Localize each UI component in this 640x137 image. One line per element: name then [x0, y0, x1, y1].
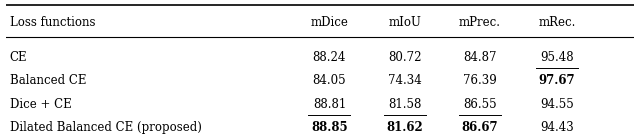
Text: 86.55: 86.55 — [463, 98, 497, 111]
Text: 88.85: 88.85 — [311, 121, 348, 134]
Text: mDice: mDice — [310, 16, 348, 29]
Text: Loss functions: Loss functions — [10, 16, 95, 29]
Text: 81.58: 81.58 — [388, 98, 421, 111]
Text: CE: CE — [10, 51, 27, 64]
Text: 81.62: 81.62 — [387, 121, 423, 134]
Text: mPrec.: mPrec. — [459, 16, 501, 29]
Text: 76.39: 76.39 — [463, 74, 497, 87]
Text: Dilated Balanced CE (proposed): Dilated Balanced CE (proposed) — [10, 121, 202, 134]
Text: 95.48: 95.48 — [540, 51, 574, 64]
Text: Dice + CE: Dice + CE — [10, 98, 71, 111]
Text: 94.55: 94.55 — [540, 98, 574, 111]
Text: Balanced CE: Balanced CE — [10, 74, 86, 87]
Text: mRec.: mRec. — [538, 16, 576, 29]
Text: 88.24: 88.24 — [313, 51, 346, 64]
Text: 88.81: 88.81 — [313, 98, 346, 111]
Text: 94.43: 94.43 — [540, 121, 574, 134]
Text: 97.67: 97.67 — [539, 74, 575, 87]
Text: 86.67: 86.67 — [461, 121, 499, 134]
Text: 84.87: 84.87 — [463, 51, 497, 64]
Text: 84.05: 84.05 — [312, 74, 346, 87]
Text: 80.72: 80.72 — [388, 51, 421, 64]
Text: 74.34: 74.34 — [388, 74, 422, 87]
Text: mIoU: mIoU — [388, 16, 421, 29]
